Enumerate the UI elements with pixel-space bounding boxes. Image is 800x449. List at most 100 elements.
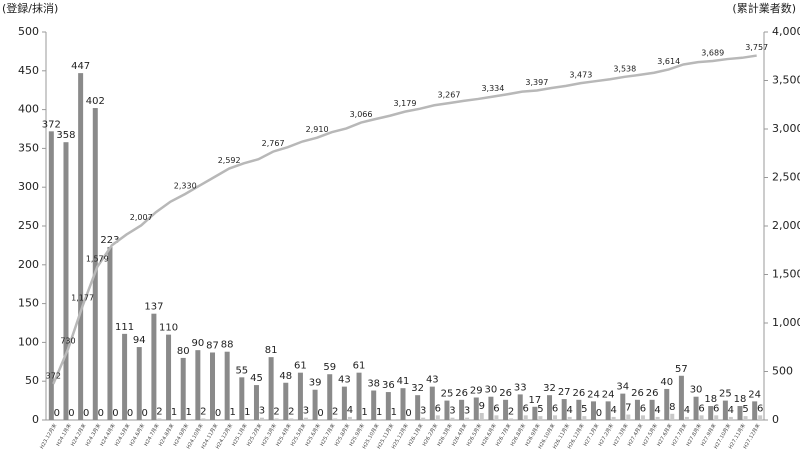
bar-value-label: 26 (631, 388, 644, 399)
bar-value-label: 1 (229, 407, 235, 418)
bar-value-label: 2 (508, 406, 514, 417)
bar (186, 419, 191, 420)
bar-value-label: 30 (485, 385, 498, 396)
bar-value-label: 40 (660, 377, 673, 388)
bar-value-label: 358 (56, 130, 75, 141)
bar-value-label: 6 (640, 403, 646, 414)
bar (532, 406, 538, 420)
bar-value-label: 0 (68, 408, 74, 419)
bar (362, 419, 367, 420)
bar (268, 357, 274, 420)
bar (283, 382, 289, 420)
bar-value-label: 27 (558, 387, 571, 398)
line-value-label: 372 (46, 371, 61, 380)
bar-value-label: 4 (610, 405, 616, 416)
bar-value-label: 61 (353, 361, 366, 372)
bar-value-label: 402 (86, 96, 105, 107)
bar-value-label: 94 (133, 335, 146, 346)
y-tick-label: 350 (18, 141, 39, 154)
bar (92, 108, 98, 420)
y-tick-label: 500 (18, 25, 39, 38)
bar (48, 131, 54, 420)
line-value-label: 3,473 (569, 71, 592, 80)
bar (377, 419, 382, 420)
bar-value-label: 111 (115, 322, 134, 333)
bar (714, 415, 719, 420)
bar-value-label: 8 (669, 402, 675, 413)
bar (640, 415, 645, 420)
bar-value-label: 2 (200, 406, 206, 417)
bar-value-label: 55 (235, 365, 248, 376)
bar (63, 142, 69, 420)
bar (626, 414, 631, 420)
bar (664, 388, 670, 420)
line-value-label: 2,330 (174, 181, 197, 190)
bar-value-label: 6 (435, 403, 441, 414)
bar-value-label: 3 (303, 406, 309, 417)
bar-value-label: 18 (704, 394, 717, 405)
y-tick-label: 0 (32, 413, 39, 426)
bar-value-label: 30 (690, 385, 703, 396)
bar (699, 415, 704, 420)
bar-value-label: 5 (742, 404, 748, 415)
bar (553, 415, 558, 420)
y2-tick-label: 0 (772, 413, 779, 426)
bar-value-label: 26 (499, 388, 512, 399)
bar (347, 416, 352, 420)
bar-value-label: 223 (100, 235, 119, 246)
bar-value-label: 2 (332, 406, 338, 417)
y2-tick-label: 1,500 (772, 268, 800, 281)
bar (224, 351, 230, 420)
bar-value-label: 26 (572, 388, 585, 399)
bar-value-label: 6 (523, 403, 529, 414)
bar (459, 399, 465, 420)
bar (547, 395, 553, 420)
bar (429, 386, 435, 420)
bar-value-label: 17 (529, 395, 542, 406)
y2-tick-label: 4,000 (772, 25, 800, 38)
line-value-label: 3,757 (745, 43, 768, 52)
y2-tick-label: 2,500 (772, 171, 800, 184)
bar (230, 419, 235, 420)
bar (371, 390, 377, 420)
bar (259, 417, 264, 420)
bar-value-label: 372 (42, 119, 61, 130)
bar (450, 417, 455, 420)
bar-value-label: 0 (317, 408, 323, 419)
bar (752, 401, 758, 420)
bar-value-label: 34 (616, 382, 629, 393)
bar-value-label: 4 (654, 405, 660, 416)
bar-value-label: 45 (250, 373, 263, 384)
y-tick-label: 450 (18, 64, 39, 77)
line-value-label: 730 (60, 337, 75, 346)
bar (327, 374, 333, 420)
bar-value-label: 38 (367, 379, 380, 390)
y-tick-label: 300 (18, 180, 39, 193)
y-tick-label: 400 (18, 103, 39, 116)
line-value-label: 3,267 (438, 91, 461, 100)
bar-value-label: 33 (514, 382, 527, 393)
bar (333, 418, 338, 420)
line-value-label: 2,910 (306, 125, 329, 134)
bar (385, 392, 391, 420)
bar (201, 418, 206, 420)
bar (166, 334, 172, 420)
bar (421, 417, 426, 420)
bar-value-label: 3 (449, 406, 455, 417)
bar-value-label: 6 (493, 403, 499, 414)
bar-value-label: 3 (259, 406, 265, 417)
line-value-label: 3,179 (394, 99, 417, 108)
bar-value-label: 48 (279, 371, 292, 382)
bar (494, 415, 499, 420)
bar-value-label: 9 (479, 401, 485, 412)
bar-value-label: 2 (288, 406, 294, 417)
bar (737, 406, 743, 420)
bar (107, 246, 113, 420)
bar-value-label: 36 (382, 380, 395, 391)
bar (634, 399, 640, 420)
y-tick-label: 50 (25, 374, 39, 387)
y2-axis-label: (累計業者数) (732, 1, 796, 15)
bar-value-label: 0 (54, 408, 60, 419)
bar (523, 415, 528, 420)
bar (289, 418, 294, 420)
